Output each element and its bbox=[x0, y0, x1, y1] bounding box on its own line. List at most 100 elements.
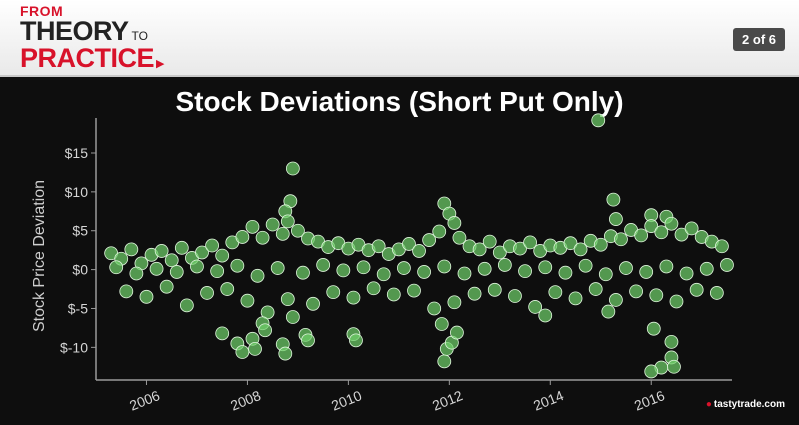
data-point bbox=[164, 253, 179, 268]
data-point bbox=[644, 219, 659, 233]
data-point bbox=[285, 161, 300, 176]
data-point bbox=[371, 239, 386, 254]
data-point bbox=[240, 293, 255, 308]
data-point bbox=[538, 308, 553, 323]
data-point bbox=[482, 234, 497, 249]
data-point bbox=[450, 325, 464, 340]
data-point bbox=[659, 259, 674, 274]
logo-text: tastytrade.com bbox=[713, 399, 785, 410]
data-point bbox=[149, 261, 164, 276]
data-point bbox=[139, 289, 154, 304]
data-point bbox=[265, 217, 280, 232]
data-point bbox=[609, 212, 623, 226]
data-point bbox=[119, 284, 134, 299]
data-point bbox=[437, 259, 452, 274]
data-point bbox=[639, 265, 654, 279]
data-point bbox=[664, 216, 679, 231]
data-point bbox=[563, 236, 578, 251]
cherry-icon: ● bbox=[705, 399, 712, 410]
data-point bbox=[235, 230, 250, 244]
data-point bbox=[248, 342, 262, 356]
data-point bbox=[397, 261, 411, 275]
x-tick-label: 2006 bbox=[127, 387, 162, 414]
data-point bbox=[523, 235, 537, 250]
data-point bbox=[674, 227, 689, 242]
data-point bbox=[124, 242, 139, 257]
data-point bbox=[280, 214, 295, 229]
data-point bbox=[356, 260, 371, 275]
data-point bbox=[684, 221, 699, 236]
data-point bbox=[195, 245, 209, 260]
data-point bbox=[285, 310, 300, 324]
data-point bbox=[669, 294, 684, 309]
data-point bbox=[699, 261, 714, 276]
data-point bbox=[422, 233, 437, 247]
data-point bbox=[508, 289, 522, 303]
data-point bbox=[349, 333, 363, 348]
x-tick-label: 2012 bbox=[430, 387, 465, 414]
y-tick-label: $10 bbox=[65, 184, 89, 200]
data-point bbox=[366, 281, 381, 296]
data-point bbox=[629, 284, 643, 299]
data-point bbox=[518, 264, 532, 279]
data-point bbox=[568, 291, 583, 306]
brand-theory: THEORY bbox=[20, 16, 129, 46]
data-point bbox=[457, 266, 472, 281]
x-tick-label: 2010 bbox=[329, 387, 364, 414]
data-point bbox=[159, 279, 174, 294]
data-point bbox=[558, 265, 573, 280]
data-point bbox=[614, 232, 628, 247]
data-point bbox=[487, 282, 502, 297]
data-point bbox=[634, 228, 649, 243]
data-point bbox=[434, 317, 449, 331]
slide-counter: 2 of 6 bbox=[733, 28, 785, 51]
y-axis-label: Stock Price Deviation bbox=[31, 179, 48, 333]
data-point bbox=[644, 364, 659, 379]
data-point bbox=[270, 261, 285, 275]
tastytrade-logo: ● tastytrade.com bbox=[706, 399, 785, 410]
brand-to: TO bbox=[131, 29, 148, 43]
data-point bbox=[200, 286, 214, 300]
y-tick-label: $0 bbox=[72, 262, 88, 278]
data-point bbox=[588, 282, 603, 296]
data-point bbox=[215, 326, 230, 341]
data-point bbox=[179, 298, 194, 313]
data-point bbox=[301, 333, 315, 348]
data-point bbox=[326, 285, 341, 300]
data-point bbox=[386, 287, 401, 302]
data-point bbox=[220, 282, 235, 296]
data-point bbox=[190, 259, 204, 274]
chart-title: Stock Deviations (Short Put Only) bbox=[175, 86, 624, 117]
data-point bbox=[598, 267, 613, 282]
y-tick-label: $-5 bbox=[68, 300, 88, 316]
x-tick-label: 2016 bbox=[632, 387, 667, 414]
y-tick-label: $15 bbox=[65, 145, 89, 161]
data-point bbox=[230, 258, 245, 273]
data-point bbox=[278, 346, 293, 361]
data-point bbox=[235, 345, 250, 359]
data-point bbox=[591, 113, 606, 128]
data-point bbox=[715, 239, 729, 254]
data-point bbox=[646, 321, 661, 336]
data-point bbox=[689, 282, 704, 297]
data-point bbox=[169, 265, 184, 279]
data-point bbox=[412, 244, 426, 258]
data-point bbox=[154, 244, 169, 258]
data-point bbox=[664, 335, 679, 349]
data-point bbox=[109, 260, 124, 275]
data-point bbox=[432, 224, 447, 239]
data-point bbox=[649, 288, 664, 303]
data-point bbox=[609, 293, 623, 307]
data-point bbox=[407, 283, 421, 298]
data-point bbox=[316, 258, 331, 272]
data-point bbox=[497, 258, 512, 272]
data-point bbox=[606, 192, 621, 207]
data-point bbox=[280, 292, 295, 307]
data-point bbox=[306, 296, 320, 311]
data-point bbox=[174, 240, 189, 255]
data-point bbox=[417, 265, 431, 279]
y-tick-label: $-10 bbox=[60, 339, 88, 355]
brand-practice: PRACTICE bbox=[20, 43, 155, 73]
brand-from: FROM bbox=[20, 3, 64, 19]
